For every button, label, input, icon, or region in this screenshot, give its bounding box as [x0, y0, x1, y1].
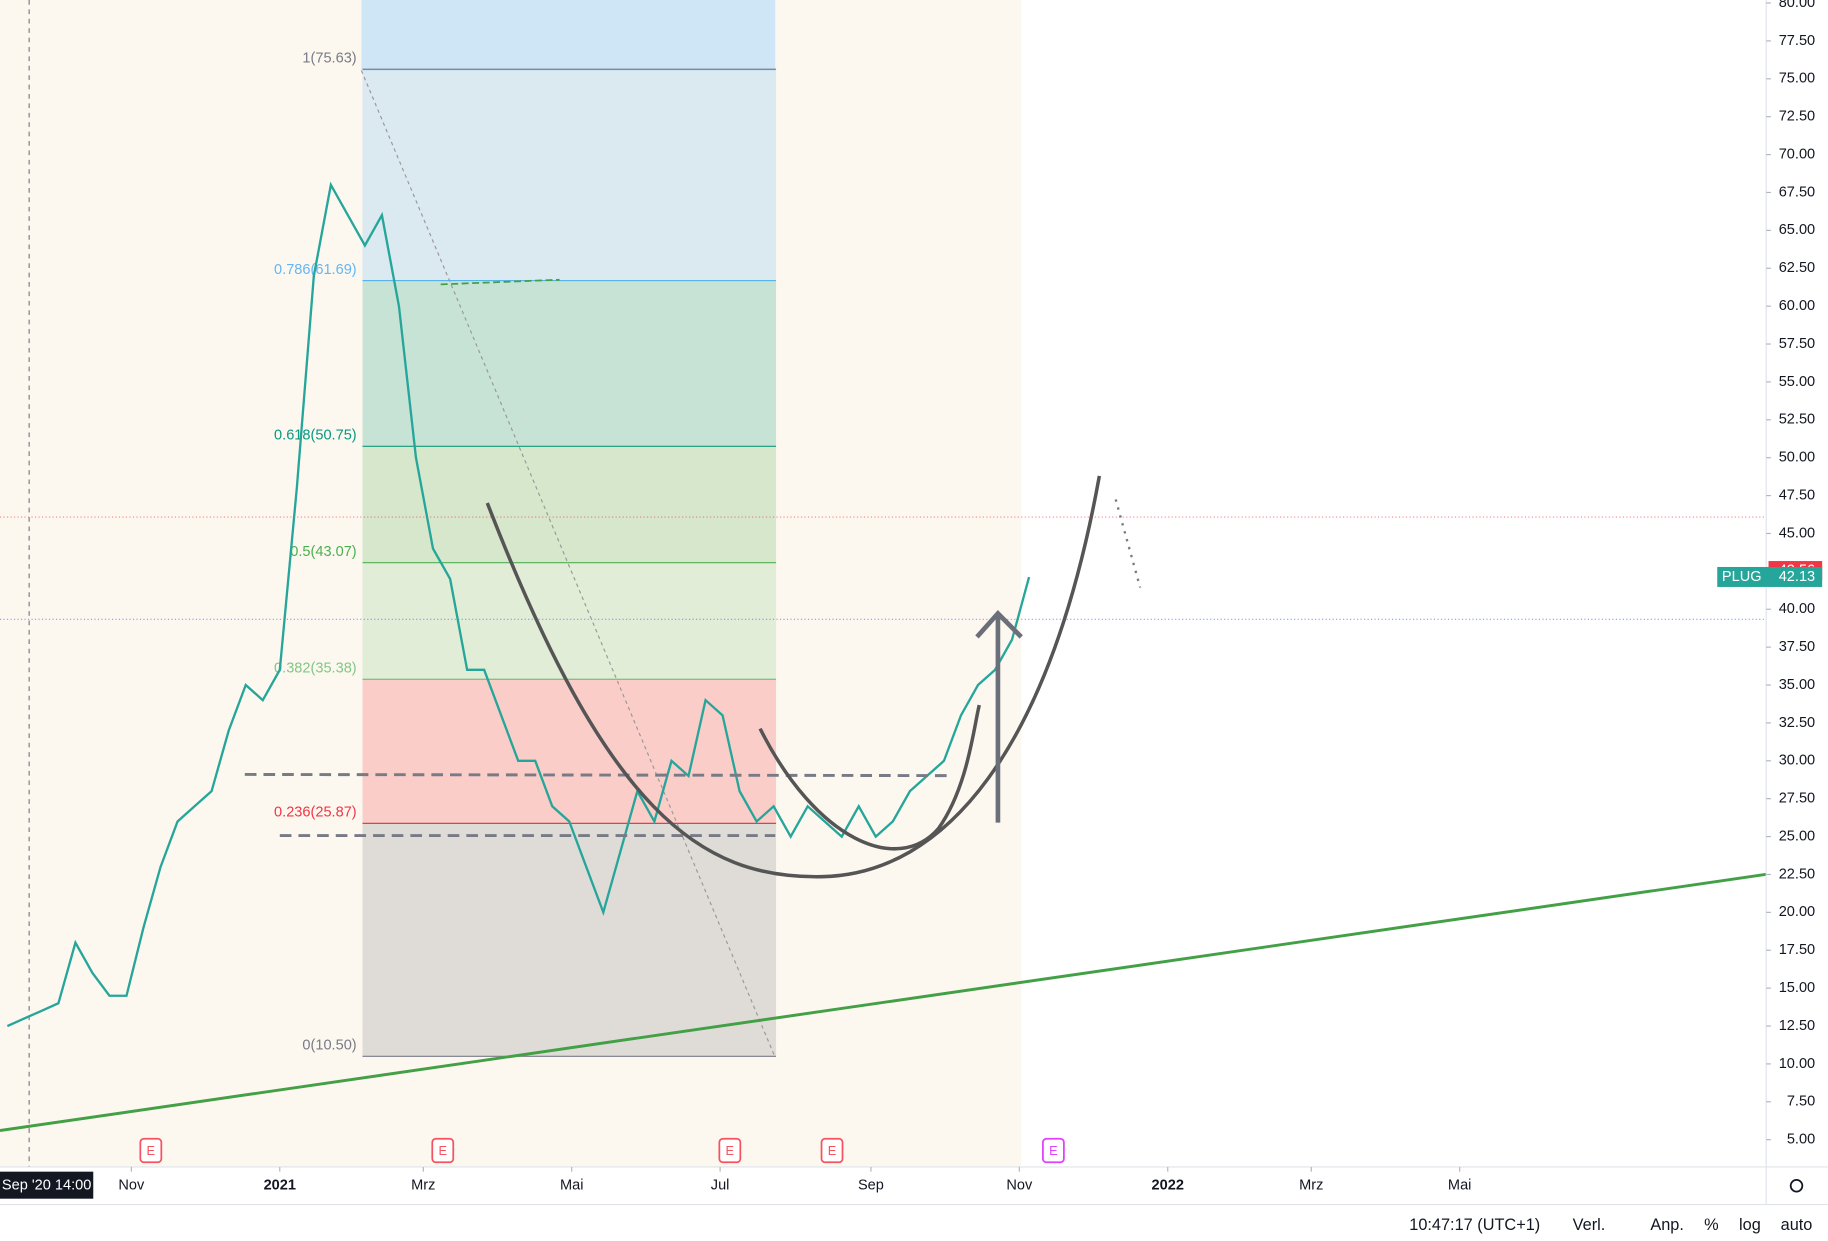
x-tick-label: Nov — [118, 1178, 145, 1194]
earnings-marker[interactable] — [139, 1137, 163, 1164]
cup-curve — [485, 475, 1102, 879]
y-tick-label: 12.50 — [1779, 1018, 1815, 1034]
price-line — [6, 181, 1031, 1028]
dotted-projection — [1114, 499, 1142, 588]
y-tick-label: 62.50 — [1779, 260, 1815, 276]
fib-band — [362, 562, 777, 680]
last-price-label: 42.13 — [1779, 569, 1815, 585]
earnings-marker[interactable] — [820, 1137, 844, 1164]
up-arrow — [975, 610, 1023, 823]
y-tick-label: 50.00 — [1779, 450, 1815, 466]
earnings-marker[interactable] — [1042, 1137, 1065, 1164]
fib-label: 1(75.63) — [302, 51, 356, 67]
fib-band — [362, 280, 777, 447]
history-background — [0, 0, 1022, 1167]
y-tick-label: 7.50 — [1787, 1094, 1815, 1110]
resistance-line — [244, 772, 951, 778]
price-series — [6, 181, 1031, 1028]
crosshair-label: Sep '20 14:00 — [2, 1178, 91, 1194]
x-tick-label: Mai — [560, 1178, 583, 1194]
y-tick-label: 15.00 — [1779, 980, 1815, 996]
x-tick-label: Sep — [858, 1178, 884, 1194]
x-tick-label: Mrz — [1299, 1178, 1323, 1194]
crosshair-label-box — [0, 1171, 94, 1199]
fib-label: 0.236(25.87) — [274, 805, 357, 821]
y-tick-label: 67.50 — [1779, 184, 1815, 200]
x-tick-label: 2022 — [1152, 1178, 1184, 1194]
earnings-label: E — [438, 1143, 447, 1158]
status-button[interactable]: % — [1704, 1216, 1719, 1234]
status-button[interactable]: Verl. — [1573, 1216, 1606, 1234]
earnings-label: E — [828, 1143, 837, 1158]
y-tick-label: 60.00 — [1779, 298, 1815, 314]
earnings-label: E — [147, 1143, 156, 1158]
y-tick-label: 57.50 — [1779, 336, 1815, 352]
y-tick-label: 47.50 — [1779, 487, 1815, 503]
fib-band — [362, 823, 777, 1057]
settings-icon[interactable] — [1789, 1179, 1804, 1193]
y-tick-label: 25.00 — [1779, 828, 1815, 844]
y-tick-label: 45.00 — [1779, 525, 1815, 541]
status-button[interactable]: auto — [1781, 1216, 1813, 1234]
earnings-marker[interactable] — [718, 1137, 742, 1164]
fib-retracement: 1(75.63)0.786(61.69)0.618(50.75)0.5(43.0… — [274, 51, 777, 1057]
support-trendline — [0, 872, 1767, 1132]
fib-band — [362, 679, 777, 824]
y-tick-label: 22.50 — [1779, 866, 1815, 882]
y-tick-label: 80.00 — [1779, 0, 1815, 11]
y-tick-label: 35.00 — [1779, 677, 1815, 693]
y-tick-label: 55.00 — [1779, 374, 1815, 390]
y-tick-label: 27.50 — [1779, 791, 1815, 807]
symbol-label: PLUG — [1722, 569, 1762, 585]
y-tick-label: 77.50 — [1779, 33, 1815, 49]
y-tick-label: 32.50 — [1779, 715, 1815, 731]
y-tick-label: 20.00 — [1779, 904, 1815, 920]
y-tick-label: 37.50 — [1779, 639, 1815, 655]
status-button[interactable]: Anp. — [1650, 1216, 1684, 1234]
fib-top-band — [361, 0, 776, 71]
fib-trend-line — [360, 70, 776, 1058]
y-tick-label: 5.00 — [1787, 1132, 1815, 1148]
y-tick-label: 52.50 — [1779, 412, 1815, 428]
y-tick-label: 30.00 — [1779, 753, 1815, 769]
fib-band — [362, 69, 777, 281]
x-tick-label: Nov — [1006, 1178, 1033, 1194]
y-tick-label: 70.00 — [1779, 146, 1815, 162]
y-tick-label: 17.50 — [1779, 942, 1815, 958]
status-button[interactable]: log — [1739, 1216, 1761, 1234]
handle-curve — [758, 704, 981, 851]
fib-label: 0.5(43.07) — [290, 544, 356, 560]
y-tick-label: 65.00 — [1779, 222, 1815, 238]
clock: 10:47:17 (UTC+1) — [1409, 1216, 1540, 1234]
x-tick-label: Jul — [711, 1178, 730, 1194]
green-dash — [440, 278, 560, 286]
earnings-label: E — [726, 1143, 735, 1158]
fib-label: 0.618(50.75) — [274, 428, 357, 444]
y-tick-label: 10.00 — [1779, 1056, 1815, 1072]
earnings-marker[interactable] — [431, 1137, 455, 1164]
fib-label: 0(10.50) — [302, 1038, 356, 1054]
y-tick-label: 75.00 — [1779, 71, 1815, 87]
x-tick-label: Mrz — [411, 1178, 435, 1194]
status-bar: 10:47:17 (UTC+1) Verl. Anp.% log auto — [1409, 1216, 1812, 1234]
x-tick-label: Mai — [1448, 1178, 1471, 1194]
y-tick-label: 72.50 — [1779, 109, 1815, 125]
last-price-box — [1717, 566, 1823, 587]
axes: 80.00 77.50 75.00 72.50 70.00 67.50 65.00 62.50… — [118, 0, 1823, 1194]
y-tick-label: 40.00 — [1779, 601, 1815, 617]
x-tick-label: 2021 — [264, 1178, 296, 1194]
fib-label: 0.382(35.38) — [274, 661, 357, 677]
earnings-label: E — [1049, 1143, 1058, 1158]
